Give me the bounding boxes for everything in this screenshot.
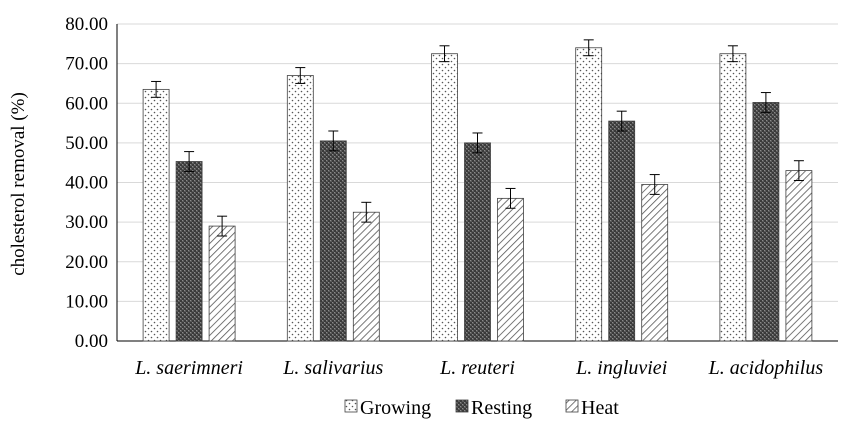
error-bar — [616, 110, 627, 132]
bar-heat-1 — [352, 211, 380, 342]
y-tick-labels: 0.00 10.00 20.00 30.00 40.00 50.00 60.00 70.00 8… — [65, 14, 108, 352]
legend-label-growing: Growing — [360, 397, 431, 419]
error-bar — [361, 201, 372, 223]
bar-resting-2 — [464, 142, 491, 342]
bar-growing-3 — [575, 47, 603, 342]
bar-resting-3 — [608, 120, 636, 342]
y-tick-label: 70.00 — [65, 54, 108, 75]
y-tick-label: 40.00 — [65, 173, 108, 194]
error-bar — [295, 67, 306, 84]
error-bar — [328, 130, 339, 152]
bar-heat-4 — [785, 170, 813, 342]
x-category-label: L. acidophilus — [708, 357, 824, 379]
error-bar — [649, 174, 660, 195]
legend-swatch-growing — [344, 399, 358, 413]
legend: Growing Resting Heat — [344, 397, 619, 419]
y-tick-label: 30.00 — [65, 212, 108, 233]
bars — [142, 47, 813, 342]
bar-growing-0 — [142, 88, 170, 342]
error-bar — [439, 45, 450, 63]
error-bars — [151, 39, 804, 237]
error-bar — [217, 215, 228, 237]
bar-resting-0 — [175, 161, 203, 342]
y-tick-label: 0.00 — [75, 331, 108, 352]
legend-label-resting: Resting — [471, 397, 532, 419]
bar-heat-2 — [497, 197, 524, 342]
y-tick-label: 20.00 — [65, 252, 108, 273]
bar-heat-0 — [208, 225, 236, 342]
error-bar — [727, 45, 738, 63]
bar-resting-1 — [319, 140, 347, 342]
y-tick-label: 80.00 — [65, 14, 108, 35]
x-category-label: L. saerimneri — [134, 357, 243, 379]
legend-label-heat: Heat — [581, 397, 619, 419]
bar-growing-4 — [719, 53, 747, 342]
x-category-label: L. reuteri — [439, 357, 515, 379]
bar-growing-1 — [286, 75, 314, 342]
error-bar — [151, 80, 162, 98]
error-bar — [505, 187, 516, 209]
legend-swatch-heat — [565, 399, 579, 413]
x-category-label: L. ingluviei — [575, 357, 667, 379]
error-bar — [583, 39, 594, 57]
x-category-label: L. salivarius — [282, 357, 383, 379]
error-bar — [760, 92, 771, 113]
bar-heat-3 — [641, 184, 669, 342]
y-tick-label: 60.00 — [65, 93, 108, 114]
x-category-labels: L. saerimneri L. salivarius L. reuteri L. i… — [134, 357, 823, 379]
y-axis-label: cholesterol removal (%) — [8, 92, 29, 276]
bar-growing-2 — [431, 53, 458, 342]
y-tick-label: 50.00 — [65, 133, 108, 154]
legend-swatch-resting — [455, 399, 469, 413]
y-tick-label: 10.00 — [65, 291, 108, 312]
error-bar — [793, 160, 804, 182]
bar-resting-4 — [752, 102, 780, 342]
error-bar — [184, 151, 195, 172]
error-bar — [472, 132, 483, 154]
